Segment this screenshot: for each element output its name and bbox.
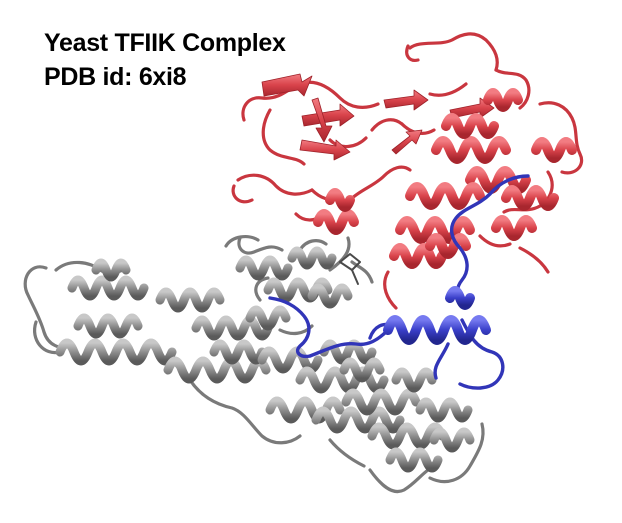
red-chain: [231, 32, 584, 310]
pdb-id-label: PDB id: 6xi8: [44, 63, 187, 91]
figure-caption: Yeast TFIIK Complex PDB id: 6xi8: [44, 26, 286, 94]
blue-chain: [268, 174, 530, 390]
figure-title: Yeast TFIIK Complex: [44, 29, 286, 57]
gray-chain: [23, 235, 485, 494]
